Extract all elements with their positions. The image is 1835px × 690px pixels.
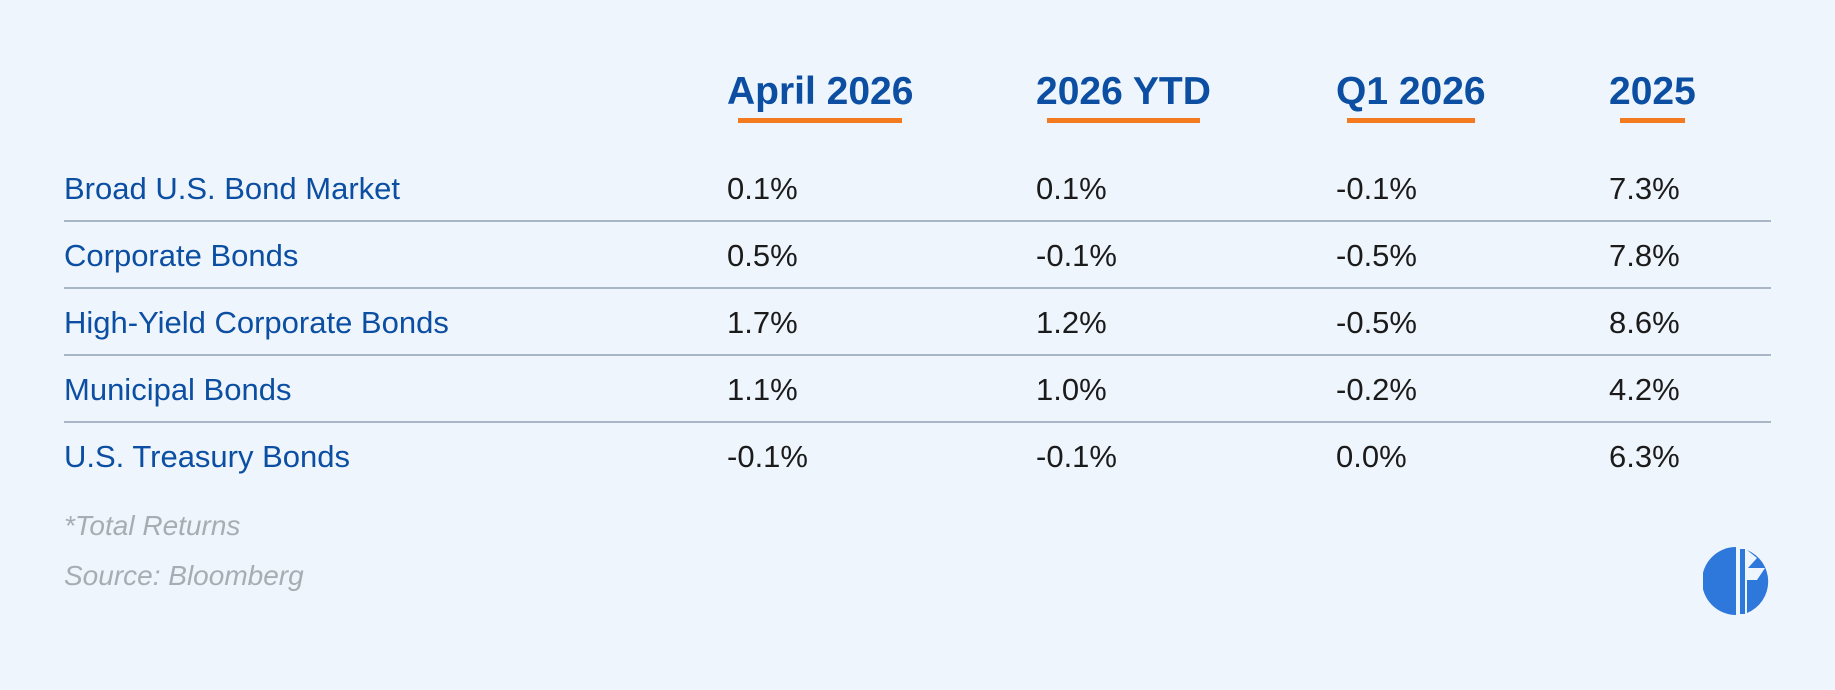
table-row: Municipal Bonds 1.1% 1.0% -0.2% 4.2% [64, 356, 1771, 423]
table-cell: 6.3% [1609, 439, 1680, 474]
table-cell: 8.6% [1609, 305, 1680, 340]
table-cell: -0.2% [1336, 372, 1417, 407]
column-header-2025: 2025 [1609, 70, 1696, 123]
table-cell: -0.5% [1336, 238, 1417, 273]
table-row: Corporate Bonds 0.5% -0.1% -0.5% 7.8% [64, 222, 1771, 289]
header-underline [1347, 118, 1475, 123]
row-label: High-Yield Corporate Bonds [64, 305, 449, 340]
table-cell: -0.1% [1336, 171, 1417, 206]
row-label: U.S. Treasury Bonds [64, 439, 351, 474]
table-cell: 1.7% [727, 305, 798, 340]
column-header-q1-2026: Q1 2026 [1336, 70, 1486, 123]
table-cell: 0.1% [1036, 171, 1107, 206]
table-cell: 0.1% [727, 171, 798, 206]
column-header-label: 2026 YTD [1036, 70, 1211, 113]
column-header-label: Q1 2026 [1336, 70, 1486, 113]
table-row: U.S. Treasury Bonds -0.1% -0.1% 0.0% 6.3… [64, 423, 1771, 490]
table-cell: -0.1% [1036, 238, 1117, 273]
header-underline [1047, 118, 1200, 123]
column-header-label: 2025 [1609, 70, 1696, 113]
table-row: High-Yield Corporate Bonds 1.7% 1.2% -0.… [64, 289, 1771, 356]
column-header-label: April 2026 [727, 70, 914, 113]
row-label: Broad U.S. Bond Market [64, 171, 400, 206]
brand-logo-icon [1703, 547, 1769, 615]
table-cell: -0.1% [727, 439, 808, 474]
table-cell: 7.3% [1609, 171, 1680, 206]
column-header-april-2026: April 2026 [727, 70, 913, 123]
table-cell: 7.8% [1609, 238, 1680, 273]
table-cell: 1.2% [1036, 305, 1107, 340]
table-cell: 0.0% [1336, 439, 1407, 474]
row-label: Municipal Bonds [64, 372, 292, 407]
table-cell: -0.5% [1336, 305, 1417, 340]
column-header-2026-ytd: 2026 YTD [1036, 70, 1211, 123]
table-cell: 1.0% [1036, 372, 1107, 407]
table-cell: -0.1% [1036, 439, 1117, 474]
footnote-source: Source: Bloomberg [64, 560, 304, 591]
table-header-row: April 2026 2026 YTD Q1 2026 2025 [64, 60, 1771, 155]
returns-table: April 2026 2026 YTD Q1 2026 2025 Broad U… [64, 60, 1771, 490]
row-label: Corporate Bonds [64, 238, 299, 273]
table-cell: 4.2% [1609, 372, 1680, 407]
table-cell: 0.5% [727, 238, 798, 273]
footnote-total-returns: *Total Returns [64, 510, 241, 541]
table-row: Broad U.S. Bond Market 0.1% 0.1% -0.1% 7… [64, 155, 1771, 222]
header-underline [1620, 118, 1685, 123]
header-underline [738, 118, 903, 123]
table-cell: 1.1% [727, 372, 798, 407]
